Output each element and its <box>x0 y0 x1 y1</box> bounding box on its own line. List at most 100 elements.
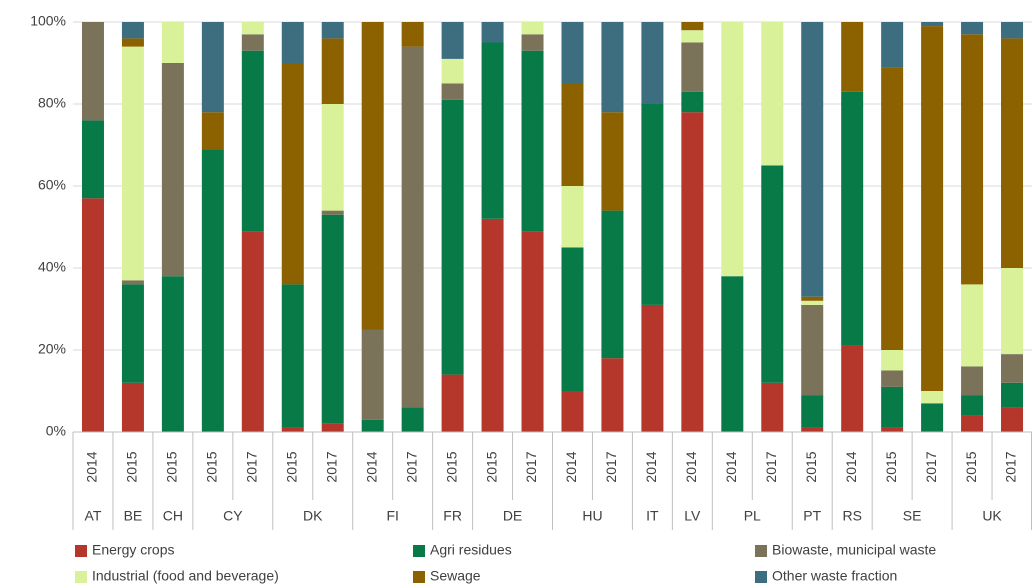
x-tick-label: 2014 <box>843 451 859 482</box>
y-tick-label: 40% <box>38 259 66 275</box>
bar-segment <box>801 300 824 305</box>
bar-segment <box>81 198 104 432</box>
group-label: HU <box>582 508 602 524</box>
y-tick-label: 0% <box>46 423 66 439</box>
bar-segment <box>361 329 384 420</box>
bar-segment <box>561 247 584 391</box>
bar-segment <box>961 415 984 432</box>
bar-segment <box>761 22 784 166</box>
bar-segment <box>921 391 944 404</box>
bar-segment <box>481 22 504 43</box>
bar-segment <box>761 382 784 432</box>
bar-segment <box>121 382 144 432</box>
x-tick-label: 2015 <box>204 451 220 482</box>
bar-segment <box>121 38 144 47</box>
bar-segment <box>321 423 344 432</box>
bar-segment <box>241 231 264 432</box>
bar-segment <box>881 427 904 432</box>
bar-segment <box>561 22 584 84</box>
legend-label: Biowaste, municipal waste <box>772 542 936 558</box>
x-tick-label: 2015 <box>883 451 899 482</box>
x-tick-label: 2014 <box>84 451 100 482</box>
x-tick-label: 2017 <box>244 451 260 482</box>
bar-segment <box>801 296 824 301</box>
bar-segment <box>161 276 184 432</box>
bar-segment <box>281 284 304 428</box>
legend-label: Sewage <box>430 568 481 584</box>
x-tick-label: 2015 <box>164 451 180 482</box>
bar-segment <box>521 34 544 51</box>
bar-segment <box>681 22 704 31</box>
bar-segment <box>161 22 184 63</box>
x-tick-label: 2014 <box>363 451 379 482</box>
group-label: IT <box>646 508 659 524</box>
x-tick-label: 2015 <box>124 451 140 482</box>
bar-segment <box>521 22 544 35</box>
x-tick-label: 2014 <box>683 451 699 482</box>
x-tick-label: 2014 <box>563 451 579 482</box>
bar-segment <box>881 386 904 428</box>
bar-segment <box>1001 382 1024 408</box>
bar-segment <box>801 427 824 432</box>
bar-segment <box>881 22 904 68</box>
bar-segment <box>641 304 664 432</box>
group-label: AT <box>85 508 102 524</box>
bar-segment <box>721 276 744 432</box>
legend-swatch <box>755 571 767 583</box>
group-label: DK <box>303 508 323 524</box>
x-tick-label: 2015 <box>283 451 299 482</box>
bar-segment <box>521 231 544 432</box>
bar-segment <box>241 34 264 51</box>
bar-segment <box>401 407 424 432</box>
bar-segment <box>481 218 504 432</box>
bar-segment <box>601 22 624 113</box>
group-label: CY <box>223 508 243 524</box>
x-tick-label: 2015 <box>963 451 979 482</box>
bar-segment <box>601 112 624 211</box>
group-label: PT <box>803 508 821 524</box>
legend-label: Agri residues <box>430 542 512 558</box>
group-label: BE <box>124 508 143 524</box>
group-label: FI <box>386 508 398 524</box>
bar-segment <box>241 22 264 35</box>
legend-swatch <box>75 571 87 583</box>
bar-segment <box>961 395 984 416</box>
bar-segment <box>641 22 664 104</box>
bar-segment <box>801 22 824 297</box>
bar-segment <box>441 374 464 432</box>
bar-segment <box>161 63 184 277</box>
bar-segment <box>321 214 344 424</box>
bar-segment <box>881 350 904 371</box>
legend-label: Energy crops <box>92 542 174 558</box>
bar-segment <box>801 304 824 396</box>
group-label: RS <box>842 508 861 524</box>
legend-swatch <box>413 545 425 557</box>
x-tick-label: 2017 <box>603 451 619 482</box>
bar-segment <box>961 366 984 396</box>
bar-segment <box>401 22 424 47</box>
bar-segment <box>761 165 784 383</box>
bar-segment <box>841 345 864 432</box>
bar-segment <box>361 419 384 432</box>
bar-segment <box>121 46 144 281</box>
bar-segment <box>961 284 984 367</box>
group-label: SE <box>903 508 922 524</box>
bar-segment <box>721 22 744 277</box>
bar-segment <box>1001 407 1024 432</box>
bar-segment <box>961 22 984 35</box>
bar-segment <box>601 358 624 432</box>
y-tick-label: 80% <box>38 95 66 111</box>
bar-segment <box>321 104 344 211</box>
bar-segment <box>921 403 944 432</box>
bar-segment <box>1001 22 1024 39</box>
bar-segment <box>841 91 864 346</box>
x-tick-label: 2017 <box>923 451 939 482</box>
legend-label: Other waste fraction <box>772 568 897 584</box>
bar-segment <box>561 83 584 186</box>
bar-segment <box>281 22 304 63</box>
y-tick-label: 20% <box>38 341 66 357</box>
bar-segment <box>281 63 304 285</box>
x-tick-label: 2017 <box>403 451 419 482</box>
legend-label: Industrial (food and beverage) <box>92 568 279 584</box>
